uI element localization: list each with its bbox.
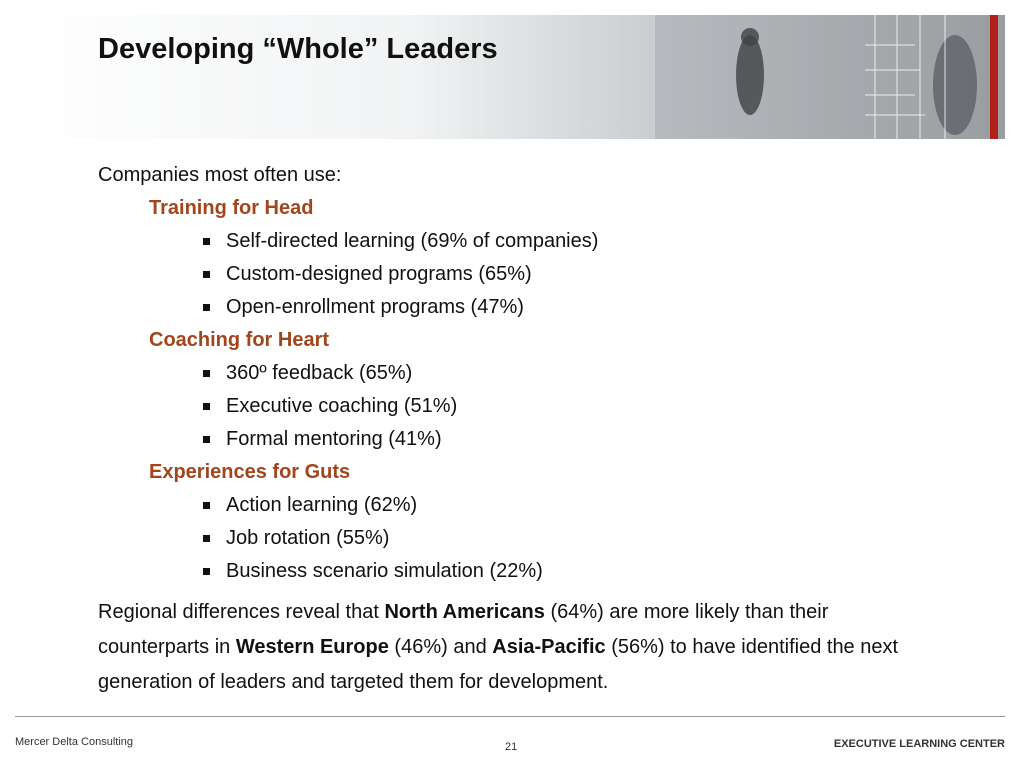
emphasis: Asia-Pacific: [492, 636, 606, 658]
header-banner: [15, 15, 1005, 139]
bullet-item: Open-enrollment programs (47%): [203, 292, 958, 325]
page-number: 21: [505, 741, 518, 753]
bullet-item: Formal mentoring (41%): [203, 424, 958, 457]
emphasis: Western Europe: [235, 636, 389, 658]
section-heading: Coaching for Heart: [149, 329, 330, 351]
emphasis: North Americans: [384, 601, 545, 623]
text: (64%) are more likely than their counter…: [98, 601, 829, 658]
bullet-item: 360º feedback (65%): [203, 358, 958, 391]
bullet-item: Business scenario simulation (22%): [203, 556, 958, 589]
text: (56%) to have identified the next genera…: [98, 636, 899, 693]
bullet-item: Action learning (62%): [203, 490, 958, 523]
section-heading: Training for Head: [149, 197, 314, 219]
slide-title: Developing “Whole” Leaders: [98, 33, 498, 65]
section-list: Training for Head Self-directed learning …: [98, 193, 958, 589]
text: (46%) and: [388, 636, 493, 658]
bullet-item: Custom-designed programs (65%): [203, 259, 958, 292]
bullet-item: Self-directed learning (69% of companies…: [203, 226, 958, 259]
footer-rule: [15, 716, 1005, 717]
bullet-item: Executive coaching (51%): [203, 391, 958, 424]
bullet-item: Job rotation (55%): [203, 523, 958, 556]
paragraph: Regional differences reveal that North A…: [98, 595, 938, 700]
footer-company: Mercer Delta Consulting: [15, 736, 133, 748]
body: Companies most often use: Training for H…: [98, 160, 958, 700]
footer-brand: EXECUTIVE LEARNING CENTER: [833, 738, 1005, 750]
intro: Companies most often use:: [98, 164, 342, 186]
section-heading: Experiences for Guts: [149, 461, 351, 483]
text: Regional differences reveal that: [98, 601, 385, 623]
